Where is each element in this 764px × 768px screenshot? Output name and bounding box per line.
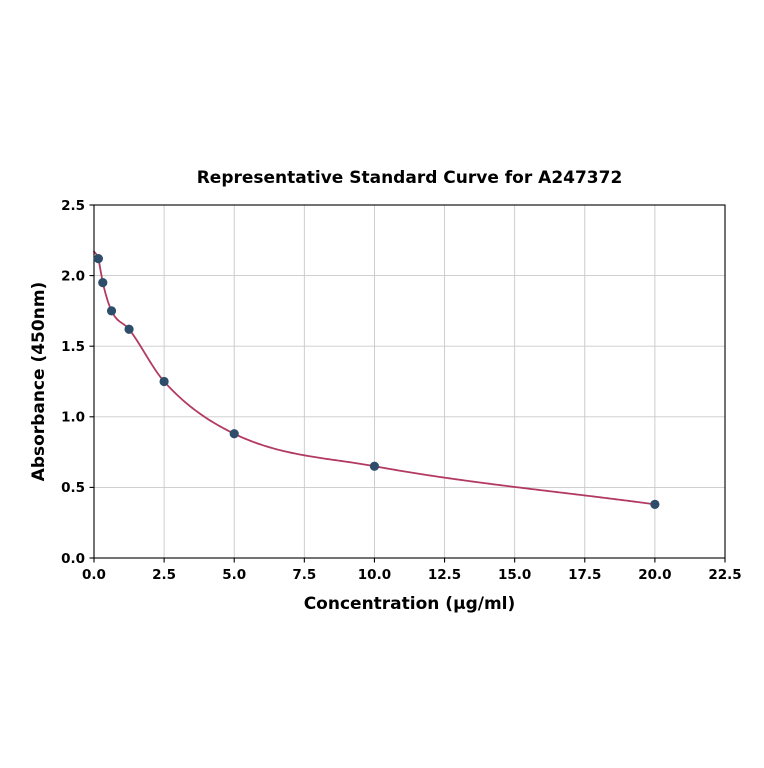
x-tick-label: 20.0 [638, 567, 671, 583]
y-tick-label: 1.0 [61, 410, 85, 426]
grid [93, 204, 726, 559]
data-point [98, 278, 108, 288]
x-tick-label: 0.0 [82, 567, 106, 583]
x-tick-label: 15.0 [498, 567, 531, 583]
chart-title: Representative Standard Curve for A24737… [197, 168, 623, 188]
data-point [229, 429, 239, 439]
data-point [650, 499, 660, 509]
x-tick-label: 17.5 [568, 567, 601, 583]
data-point [369, 461, 380, 471]
y-tick-label: 1.5 [61, 339, 85, 355]
y-tick-label: 2.5 [61, 198, 85, 214]
data-points-layer [93, 254, 660, 509]
ticks: 0.0 2.5 5.0 7.5 10.0 12.5 15.0 17.5 20.0 22.5 0.0 0… [61, 198, 742, 583]
axes [93, 204, 726, 559]
data-point [93, 254, 103, 264]
x-axis-label: Concentration (µg/ml) [304, 594, 516, 614]
data-point [106, 306, 117, 316]
y-tick-label: 0.5 [61, 480, 85, 496]
x-tick-label: 5.0 [222, 567, 246, 583]
x-tick-label: 7.5 [292, 567, 316, 583]
plot-border [93, 204, 726, 559]
x-tick-label: 12.5 [428, 567, 461, 583]
x-tick-label: 10.0 [358, 567, 391, 583]
x-tick-label: 2.5 [152, 567, 176, 583]
y-axis-label: Absorbance (450nm) [29, 282, 49, 482]
y-tick-label: 2.0 [61, 268, 85, 284]
x-tick-label: 22.5 [708, 567, 741, 583]
data-point [159, 376, 169, 387]
y-tick-label: 0.0 [61, 551, 85, 567]
data-point [124, 324, 134, 334]
